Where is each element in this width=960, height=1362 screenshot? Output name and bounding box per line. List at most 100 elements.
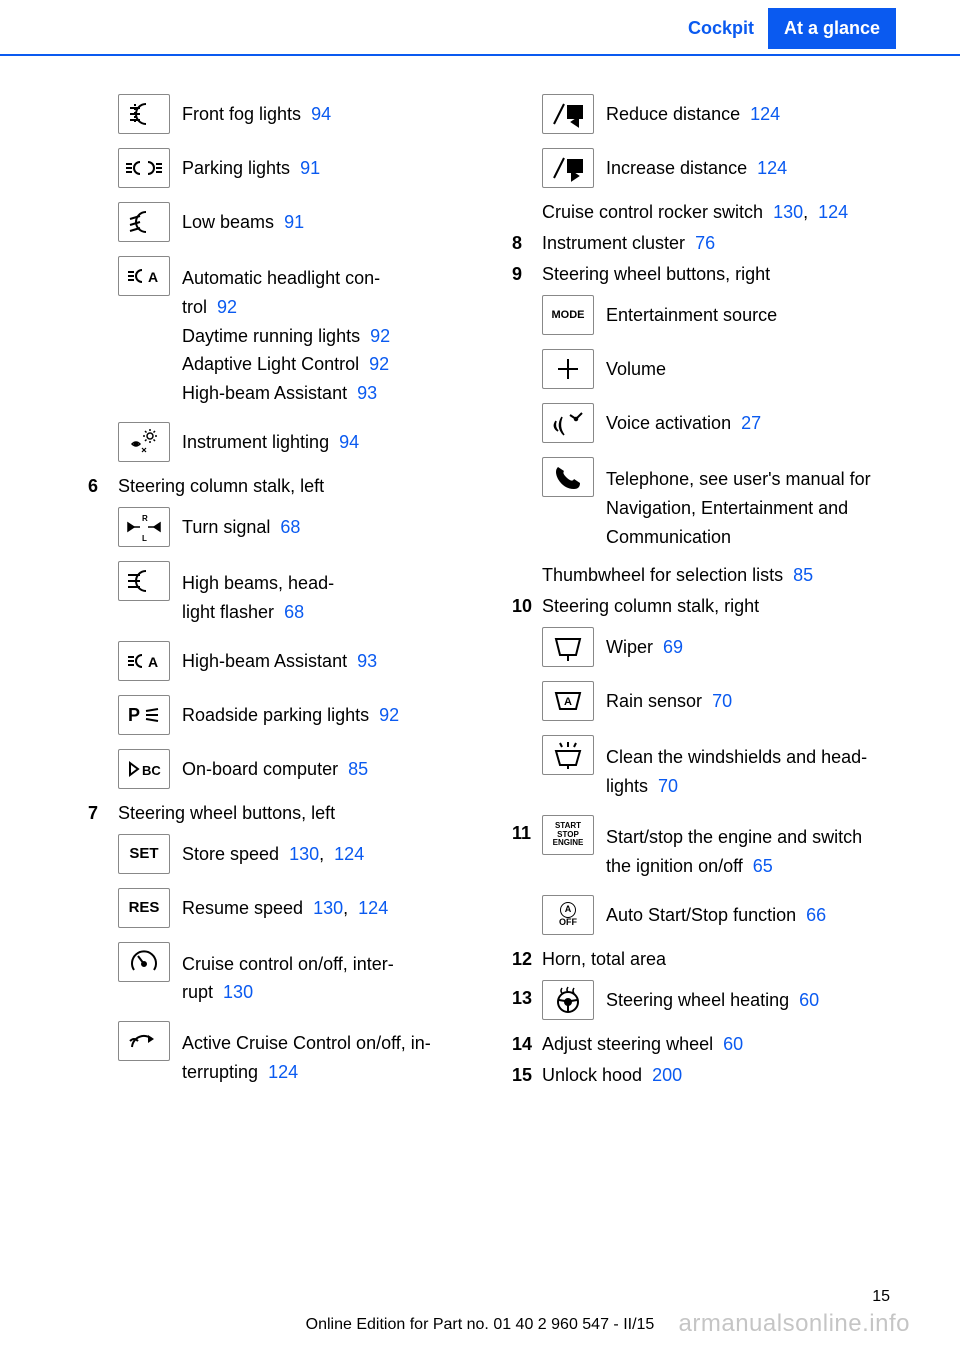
label-block: Automatic headlight con‐ trol 92 Daytime… [182,256,390,408]
label: Entertainment source [606,295,777,327]
page-ref[interactable]: 92 [217,297,237,317]
page-ref[interactable]: 93 [357,651,377,671]
page-ref[interactable]: 130 [289,844,319,864]
high-beam-assistant-icon: A [118,641,170,681]
left-column: Front fog lights 94 Parking lights 91 Lo… [88,94,476,1101]
text: Start/stop the engine and switch [606,823,862,852]
text: Steering wheel heating [606,990,789,1010]
text: Wiper [606,637,653,657]
label: Instrument lighting 94 [182,422,359,454]
text: Thumbwheel for selection lists [542,565,783,585]
page-ref[interactable]: 94 [311,104,331,124]
page-ref[interactable]: 93 [357,383,377,403]
section-13: 13 Steering wheel heating 60 [512,980,900,1020]
page-ref[interactable]: 130 [223,982,253,1002]
page-ref[interactable]: 124 [757,158,787,178]
page-ref[interactable]: 76 [695,233,715,253]
text: Instrument lighting [182,432,329,452]
text: Cruise control rocker switch [542,202,763,222]
label: Store speed 130, 124 [182,834,364,866]
svg-text:A: A [148,269,158,285]
tab-at-a-glance[interactable]: At a glance [768,8,896,49]
text: Rain sensor [606,691,702,711]
page-header: Cockpit At a glance [0,0,960,56]
text: terrupting [182,1062,258,1082]
section-title: Steering wheel buttons, left [118,803,335,824]
sep: , [319,844,324,864]
page-ref[interactable]: 60 [799,990,819,1010]
text: High beams, head‐ [182,569,334,598]
row-active-cruise: Active Cruise Control on/off, in‐ terrup… [88,1021,476,1087]
page-ref[interactable]: 92 [369,354,389,374]
page-ref[interactable]: 200 [652,1065,682,1085]
watermark: armanualsonline.info [679,1310,910,1338]
row-onboard-computer: BC On-board computer 85 [88,749,476,789]
page-ref[interactable]: 60 [723,1034,743,1054]
page-ref[interactable]: 124 [818,202,848,222]
page-ref[interactable]: 94 [339,432,359,452]
page-ref[interactable]: 91 [300,158,320,178]
label: Reduce distance 124 [606,94,780,126]
svg-text:R: R [142,514,148,523]
label: Clean the windshields and head‐ lights 7… [606,735,867,801]
page-ref[interactable]: 124 [268,1062,298,1082]
section-15: 15 Unlock hood 200 [512,1065,900,1086]
page-ref[interactable]: 85 [348,759,368,779]
sep: , [343,898,348,918]
page-ref[interactable]: 65 [753,856,773,876]
text: Clean the windshields and head‐ [606,743,867,772]
steering-heating-icon [542,980,594,1020]
row-roadside-parking: P Roadside parking lights 92 [88,695,476,735]
page-ref[interactable]: 68 [284,602,304,622]
page-ref[interactable]: 70 [712,691,732,711]
increase-distance-icon [542,148,594,188]
section-9: 9 Steering wheel buttons, right [512,264,900,285]
page-ref[interactable]: 68 [280,517,300,537]
label: Steering wheel heating 60 [606,980,819,1012]
reduce-distance-icon [542,94,594,134]
row-high-beams: High beams, head‐ light flasher 68 [88,561,476,627]
row-reduce-distance: Reduce distance 124 [512,94,900,134]
label: Increase distance 124 [606,148,787,180]
roadside-parking-icon: P [118,695,170,735]
row-auto-headlight: A Automatic headlight con‐ trol 92 Dayti… [88,256,476,408]
page-ref[interactable]: 130 [313,898,343,918]
svg-text:A: A [148,654,158,670]
page-ref[interactable]: 91 [284,212,304,232]
row-volume: Volume [512,349,900,389]
page-ref[interactable]: 27 [741,413,761,433]
text: rupt [182,982,213,1002]
page-ref[interactable]: 92 [370,326,390,346]
page-ref[interactable]: 66 [806,905,826,925]
section-number: 12 [512,949,542,970]
rain-sensor-icon: A [542,681,594,721]
text: Reduce distance [606,104,740,124]
text: Navigation, Entertainment and [606,494,871,523]
page-ref[interactable]: 70 [658,776,678,796]
page-ref[interactable]: 92 [379,705,399,725]
text: Horn, total area [542,949,666,970]
page-content: Front fog lights 94 Parking lights 91 Lo… [0,56,960,1101]
page-ref[interactable]: 69 [663,637,683,657]
label: Telephone, see user's manual for Navigat… [606,457,871,551]
page-ref[interactable]: 85 [793,565,813,585]
instrument-lighting-icon [118,422,170,462]
label: Parking lights 91 [182,148,320,180]
text: trol [182,297,207,317]
label: Rain sensor 70 [606,681,732,713]
text: Daytime running lights [182,326,360,346]
page-ref[interactable]: 124 [358,898,388,918]
tab-cockpit[interactable]: Cockpit [674,8,768,49]
page-ref[interactable]: 124 [750,104,780,124]
row-voice: Voice activation 27 [512,403,900,443]
label: Cruise control on/off, inter‐ rupt 130 [182,942,394,1008]
row-rain-sensor: A Rain sensor 70 [512,681,900,721]
text: Unlock hood [542,1065,642,1085]
page-ref[interactable]: 124 [334,844,364,864]
page-ref[interactable]: 130 [773,202,803,222]
section-number: 15 [512,1065,542,1086]
cruise-control-icon [118,942,170,982]
start-stop-icon: START STOP ENGINE [542,815,594,855]
text: Resume speed [182,898,303,918]
voice-icon [542,403,594,443]
